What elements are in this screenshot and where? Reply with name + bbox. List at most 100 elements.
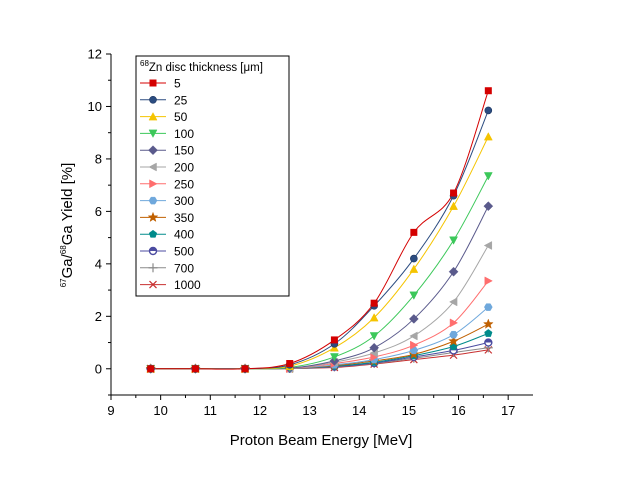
legend-item-100: 100 — [140, 127, 194, 141]
data-point-100 — [369, 332, 379, 341]
legend-items: 5 25 50 100 150 200 250 300 350 400 500 700 1000 — [140, 77, 201, 292]
legend-item-350: 350 — [140, 211, 194, 225]
data-point-150 — [483, 201, 494, 211]
data-point-5 — [191, 365, 199, 373]
data-point-5 — [410, 228, 418, 236]
data-point-150 — [448, 266, 459, 277]
data-point-5 — [330, 336, 338, 344]
series-line-400 — [150, 332, 489, 370]
y-axis-title: 67Ga/68Ga Yield [%] — [59, 163, 76, 288]
legend-label: 1000 — [174, 278, 201, 292]
data-point-25 — [410, 254, 418, 263]
legend-item-500: 500 — [140, 245, 194, 259]
data-point-50 — [483, 132, 493, 141]
data-point-50 — [409, 264, 419, 273]
data-point-250 — [484, 276, 493, 286]
legend-label: 150 — [174, 144, 194, 158]
data-point-50 — [369, 313, 379, 322]
legend-item-250: 250 — [140, 177, 194, 191]
data-point-150 — [408, 314, 419, 324]
legend-item-700: 700 — [140, 261, 194, 275]
data-point-200 — [449, 297, 458, 307]
legend-marker — [148, 196, 158, 205]
x-tick-label: 9 — [107, 403, 114, 418]
data-point-100 — [483, 172, 493, 181]
data-point-5 — [241, 365, 249, 373]
legend-label: 250 — [174, 177, 194, 191]
legend-label: 300 — [174, 194, 194, 208]
legend-item-25: 25 — [140, 93, 188, 107]
data-point-350 — [482, 318, 494, 329]
y-tick-label: 10 — [88, 99, 102, 114]
data-point-400 — [484, 329, 493, 337]
legend-label: 5 — [174, 77, 181, 91]
x-tick-label: 15 — [402, 403, 416, 418]
legend-label: 25 — [174, 93, 188, 107]
legend-title: 68Zn disc thickness [μm] — [140, 59, 263, 74]
legend-title-text: Zn disc thickness [ — [149, 62, 244, 74]
data-point-250 — [449, 318, 459, 328]
legend-title-mu: μ — [244, 62, 251, 74]
data-point-5 — [370, 299, 378, 307]
legend-item-400: 400 — [140, 228, 194, 242]
legend-label: 500 — [174, 245, 194, 259]
legend-label: 700 — [174, 261, 194, 275]
data-point-100 — [409, 291, 419, 300]
legend-item-50: 50 — [140, 110, 188, 124]
legend-label: 100 — [174, 127, 194, 141]
legend-label: 200 — [174, 161, 194, 175]
data-point-5 — [450, 189, 458, 197]
y-axis-title-element-a: Ga/ — [59, 253, 76, 278]
data-point-500 — [484, 338, 493, 347]
y-tick-label: 4 — [95, 256, 102, 271]
data-point-5 — [147, 365, 155, 373]
data-point-5 — [286, 360, 294, 368]
legend-marker — [147, 211, 159, 223]
legend-box — [135, 55, 290, 297]
legend-item-1000: 1000 — [140, 278, 201, 292]
legend-marker — [148, 263, 158, 273]
data-point-300 — [449, 330, 458, 339]
x-tick-label: 13 — [302, 403, 316, 418]
legend-label: 350 — [174, 211, 194, 225]
x-axis-title: Proton Beam Energy [MeV] — [230, 432, 413, 449]
legend-marker — [148, 145, 158, 156]
data-point-200 — [409, 331, 418, 341]
data-point-250 — [410, 340, 419, 350]
legend: 68Zn disc thickness [μm] 5 25 50 100 150 200 2… — [135, 55, 290, 297]
legend-marker — [149, 179, 158, 189]
data-point-300 — [484, 303, 493, 311]
y-tick-label: 8 — [95, 151, 102, 166]
data-point-100 — [329, 353, 339, 362]
legend-item-300: 300 — [140, 194, 194, 208]
legend-marker — [148, 112, 158, 121]
data-point-350 — [448, 335, 459, 346]
legend-title-isotope: 68 — [140, 59, 149, 68]
y-axis-title-isotope-b: 68 — [59, 245, 68, 254]
legend-label: 50 — [174, 110, 188, 124]
y-tick-label: 12 — [88, 47, 102, 62]
data-point-5 — [484, 87, 492, 95]
data-point-100 — [449, 236, 458, 245]
legend-title-unit: m] — [250, 62, 263, 74]
legend-marker — [148, 246, 158, 256]
legend-marker — [148, 129, 158, 138]
data-point-25 — [484, 106, 493, 115]
x-tick-label: 16 — [451, 403, 465, 418]
data-point-200 — [483, 241, 493, 250]
legend-item-5: 5 — [140, 77, 181, 91]
y-axis-title-isotope-a: 67 — [59, 278, 68, 287]
legend-marker — [149, 280, 157, 289]
y-tick-label: 2 — [95, 309, 102, 324]
data-point-300 — [409, 346, 419, 355]
legend-label: 400 — [174, 228, 194, 242]
legend-marker — [148, 162, 157, 172]
legend-item-200: 200 — [140, 161, 194, 175]
legend-item-150: 150 — [140, 144, 194, 158]
x-tick-label: 10 — [153, 403, 167, 418]
series-line-300 — [150, 306, 489, 370]
x-tick-label: 14 — [352, 403, 366, 418]
legend-marker — [148, 229, 158, 238]
series-markers — [145, 87, 494, 374]
